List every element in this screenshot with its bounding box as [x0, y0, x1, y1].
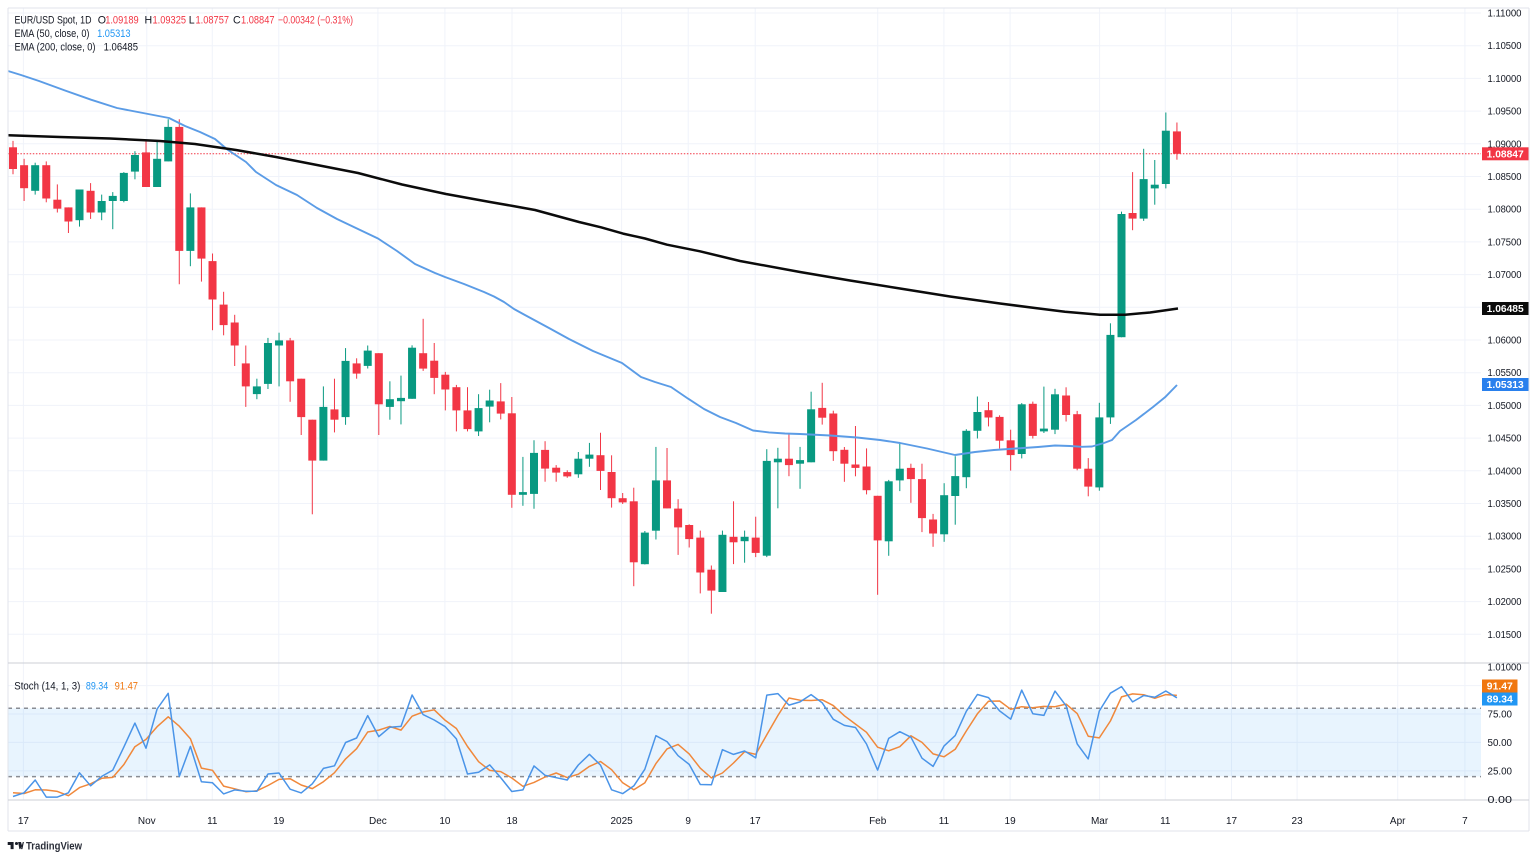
svg-text:50.00: 50.00 [1488, 738, 1513, 749]
svg-text:−0.00342 (−0.31%): −0.00342 (−0.31%) [278, 15, 353, 27]
svg-text:1.05000: 1.05000 [1488, 401, 1522, 412]
svg-text:1.09500: 1.09500 [1488, 107, 1522, 118]
svg-text:O: O [98, 15, 106, 27]
svg-text:0.00: 0.00 [1488, 795, 1513, 806]
svg-text:11: 11 [207, 816, 218, 827]
svg-text:1.01500: 1.01500 [1488, 630, 1522, 641]
svg-text:Dec: Dec [369, 816, 387, 827]
svg-text:1.09000: 1.09000 [1488, 139, 1522, 150]
svg-text:10: 10 [439, 816, 451, 827]
svg-text:11: 11 [939, 816, 950, 827]
svg-text:75.00: 75.00 [1488, 710, 1513, 721]
svg-text:7: 7 [1462, 816, 1468, 827]
svg-text:1.09325: 1.09325 [153, 15, 187, 27]
svg-text:23: 23 [1292, 816, 1304, 827]
svg-text:1.08847: 1.08847 [241, 15, 275, 27]
svg-text:19: 19 [273, 816, 285, 827]
svg-text:1.11000: 1.11000 [1488, 9, 1522, 20]
svg-text:EUR/USD Spot, 1D: EUR/USD Spot, 1D [15, 15, 92, 27]
svg-text:Mar: Mar [1091, 816, 1109, 827]
svg-text:91.47: 91.47 [115, 681, 138, 693]
svg-text:1.09189: 1.09189 [105, 15, 139, 27]
svg-text:Feb: Feb [869, 816, 887, 827]
svg-text:H: H [145, 15, 153, 27]
svg-text:1.02500: 1.02500 [1488, 564, 1522, 575]
svg-text:C: C [233, 15, 241, 27]
svg-text:1.08847: 1.08847 [1487, 150, 1524, 161]
svg-text:1.03500: 1.03500 [1488, 499, 1522, 510]
svg-text:1.08000: 1.08000 [1488, 205, 1522, 216]
svg-text:1.06000: 1.06000 [1488, 336, 1522, 347]
svg-text:1.10500: 1.10500 [1488, 41, 1522, 52]
svg-text:1.05313: 1.05313 [1487, 380, 1524, 391]
svg-text:1.05313: 1.05313 [97, 28, 130, 40]
svg-text:17: 17 [1226, 816, 1238, 827]
svg-text:11: 11 [1160, 816, 1171, 827]
svg-text:TradingView: TradingView [26, 840, 82, 852]
svg-text:89.34: 89.34 [1487, 695, 1513, 706]
svg-text:EMA (200, close, 0): EMA (200, close, 0) [15, 42, 96, 54]
svg-text:91.47: 91.47 [1487, 682, 1513, 693]
svg-text:Stoch (14, 1, 3): Stoch (14, 1, 3) [14, 681, 80, 693]
svg-text:1.08500: 1.08500 [1488, 172, 1522, 183]
svg-text:1.05500: 1.05500 [1488, 368, 1522, 379]
svg-text:1.07500: 1.07500 [1488, 237, 1522, 248]
svg-text:18: 18 [506, 816, 518, 827]
svg-text:1.07000: 1.07000 [1488, 270, 1522, 281]
svg-text:19: 19 [1005, 816, 1017, 827]
svg-text:1.02000: 1.02000 [1488, 597, 1522, 608]
svg-text:1.10000: 1.10000 [1488, 74, 1522, 85]
svg-text:17: 17 [750, 816, 762, 827]
svg-text:1.06485: 1.06485 [1487, 304, 1524, 315]
svg-text:1.04500: 1.04500 [1488, 434, 1522, 445]
svg-text:9: 9 [685, 816, 691, 827]
svg-text:L: L [189, 15, 195, 27]
svg-text:1.06485: 1.06485 [104, 42, 138, 54]
svg-text:Nov: Nov [138, 816, 156, 827]
svg-text:1.01000: 1.01000 [1488, 663, 1522, 674]
svg-text:EMA (50, close, 0): EMA (50, close, 0) [15, 28, 90, 40]
svg-text:Apr: Apr [1390, 816, 1406, 827]
svg-text:1.03000: 1.03000 [1488, 532, 1522, 543]
svg-text:1.08757: 1.08757 [196, 15, 230, 27]
svg-text:89.34: 89.34 [86, 681, 108, 693]
svg-text:25.00: 25.00 [1488, 766, 1513, 777]
svg-text:17: 17 [18, 816, 30, 827]
svg-text:1.04000: 1.04000 [1488, 466, 1522, 477]
svg-text:2025: 2025 [610, 816, 633, 827]
